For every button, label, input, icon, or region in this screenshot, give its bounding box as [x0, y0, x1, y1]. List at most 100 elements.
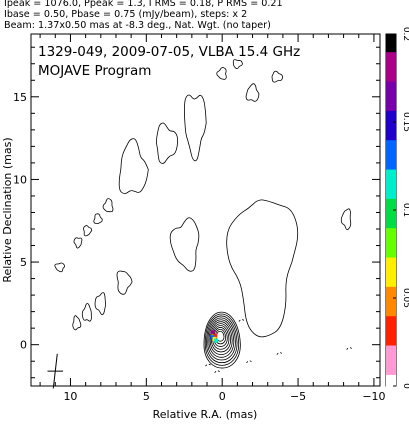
negative-contour [276, 352, 284, 355]
colorbar-segment [386, 110, 396, 117]
y-tick-labels: 0 5 10 15 [13, 91, 27, 352]
jet-contour [118, 138, 149, 194]
x-tick-label: 10 [63, 390, 77, 403]
colorbar-segment [386, 298, 396, 305]
colorbar-segment [386, 274, 396, 281]
colorbar-segment [386, 215, 396, 223]
jet-contour [102, 198, 114, 213]
axis-ticks [31, 34, 380, 386]
colorbar-segment [386, 163, 396, 170]
colorbar-segment [386, 333, 396, 340]
beam-major-axis [52, 353, 58, 389]
y-tick-label: 10 [13, 173, 27, 186]
jet-contour [169, 217, 200, 272]
core-contour [204, 313, 240, 366]
colorbar-segment [386, 251, 396, 258]
colorbar-segment [386, 39, 396, 47]
jet-contour [232, 59, 243, 69]
jet-contour [216, 67, 227, 80]
y-axis-label: Relative Declination (mas) [1, 137, 14, 282]
negative-contour [246, 360, 253, 364]
colorbar-tick-label: 0.2 [401, 27, 409, 41]
jet-contour [340, 208, 352, 231]
colorbar-segment [386, 198, 396, 205]
colorbar-segment [386, 309, 396, 317]
colorbar-segment [386, 210, 396, 217]
colorbar-segment [386, 321, 396, 328]
colorbar-segment [386, 86, 396, 94]
beam-marker [47, 353, 64, 389]
jet-contour [94, 292, 107, 316]
chart-title: 1329-049, 2009-07-05, VLBA 15.4 GHz [38, 44, 300, 60]
negative-contour [205, 363, 212, 367]
colorbar-segment [386, 98, 396, 105]
colorbar-segment [386, 262, 396, 270]
colorbar-segment [386, 75, 396, 82]
header-line-3: Beam: 1.37x0.50 mas at -8.3 deg., Nat. W… [4, 20, 271, 31]
colorbar-segment [386, 116, 396, 123]
colorbar-segment [386, 151, 396, 158]
colorbar-segment [386, 80, 396, 88]
negative-contour [346, 347, 353, 350]
colorbar-segment [386, 174, 396, 182]
jet-contour [72, 315, 82, 331]
negative-contour [214, 370, 221, 374]
y-tick-label: 15 [13, 91, 27, 104]
colorbar-segment [386, 227, 396, 235]
colorbar-segment [386, 157, 396, 164]
colorbar-tick-label: 0.15 [401, 112, 409, 132]
colorbar-segment [386, 315, 396, 323]
colorbar-segment [386, 45, 396, 53]
core-contour [203, 311, 241, 369]
polarization-pixel [211, 330, 216, 335]
negative-contour [238, 319, 246, 322]
colorbar-segment [386, 69, 396, 76]
colorbar-segment [386, 180, 396, 188]
colorbar-segment [386, 356, 396, 364]
colorbar-tick-labels: 0 0.05 0.1 0.15 0.2 [393, 27, 409, 389]
colorbar-segment [386, 239, 396, 246]
colorbar-segment [386, 221, 396, 229]
colorbar-segment [386, 63, 396, 70]
jet-contour [83, 225, 93, 237]
colorbar-segment [386, 233, 396, 240]
colorbar-segment [386, 139, 396, 147]
colorbar-segment [386, 368, 396, 375]
colorbar-segment [386, 51, 396, 59]
colorbar-segment [386, 192, 396, 199]
colorbar-segment [386, 303, 396, 311]
colorbar-segment [386, 168, 396, 176]
colorbar-segment [386, 374, 396, 381]
colorbar-segment [386, 380, 396, 387]
colorbar-segment [386, 350, 396, 358]
jet-contour [54, 262, 65, 273]
colorbar-tick-label: 0 [401, 383, 409, 389]
colorbar-segment [386, 327, 396, 334]
colorbar-segment [386, 104, 396, 111]
jet-contour [271, 70, 284, 83]
x-axis-label: Relative R.A. (mas) [153, 408, 258, 421]
y-tick-label: 5 [20, 256, 27, 269]
colorbar-segment [386, 344, 396, 352]
core-contour [206, 315, 238, 364]
plot-frame [30, 33, 381, 387]
colorbar-segment [386, 34, 396, 41]
core-contour [211, 323, 231, 353]
colorbar-tick-label: 0.05 [401, 288, 409, 308]
colorbar-tick-label: 0.1 [401, 203, 409, 217]
x-tick-labels: 10 5 0 −5 −10 [63, 390, 385, 403]
colorbar-segment [386, 286, 396, 293]
x-tick-label: −5 [290, 390, 306, 403]
jet-contour [184, 94, 207, 162]
colorbar-segment [386, 57, 396, 64]
jet-contour [245, 83, 260, 102]
colorbar-segment [386, 186, 396, 193]
jet-contour [156, 122, 178, 164]
colorbar-segment [386, 92, 396, 100]
y-tick-label: 0 [20, 339, 27, 352]
core-contour [207, 317, 236, 361]
polarization-pixel [213, 333, 218, 338]
colorbar-segment [386, 245, 396, 252]
core-contour [209, 321, 233, 356]
